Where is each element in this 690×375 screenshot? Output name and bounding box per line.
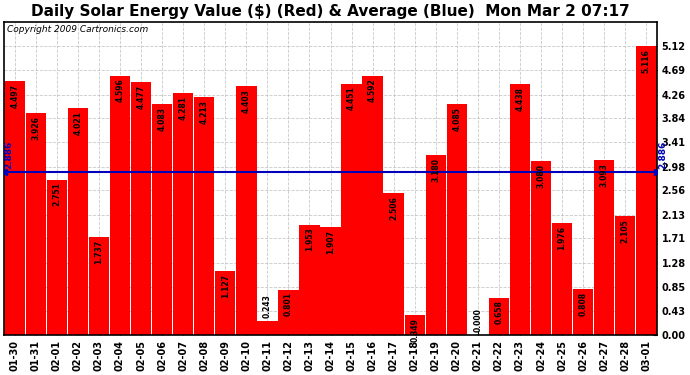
Bar [68, 108, 88, 335]
Bar [531, 161, 551, 335]
Text: 1.953: 1.953 [305, 228, 314, 251]
Bar [152, 105, 172, 335]
Bar [89, 237, 109, 335]
Bar [573, 289, 593, 335]
Bar [426, 155, 446, 335]
Text: 0.658: 0.658 [495, 300, 504, 324]
Bar [47, 180, 67, 335]
Text: 1.976: 1.976 [558, 226, 566, 250]
Text: 0.349: 0.349 [411, 318, 420, 342]
Text: 3.093: 3.093 [600, 163, 609, 187]
Bar [278, 290, 299, 335]
Bar [489, 298, 509, 335]
Text: 3.080: 3.080 [537, 164, 546, 188]
Text: 0.808: 0.808 [579, 292, 588, 316]
Text: 4.477: 4.477 [137, 85, 146, 109]
Text: 2.751: 2.751 [52, 183, 61, 206]
Bar [215, 271, 235, 335]
Title: Daily Solar Energy Value ($) (Red) & Average (Blue)  Mon Mar 2 07:17: Daily Solar Energy Value ($) (Red) & Ave… [31, 4, 630, 19]
Text: 4.083: 4.083 [157, 107, 166, 131]
Text: 5.116: 5.116 [642, 49, 651, 73]
Text: 2.886: 2.886 [658, 141, 667, 169]
Bar [615, 216, 635, 335]
Text: 4.497: 4.497 [10, 84, 19, 108]
Bar [131, 82, 151, 335]
Text: 1.127: 1.127 [221, 274, 230, 298]
Bar [446, 104, 467, 335]
Text: 4.021: 4.021 [73, 111, 82, 135]
Bar [110, 75, 130, 335]
Text: 1.737: 1.737 [95, 240, 103, 264]
Bar [342, 84, 362, 335]
Text: 4.438: 4.438 [515, 87, 524, 111]
Bar [636, 46, 656, 335]
Bar [299, 225, 319, 335]
Text: 4.085: 4.085 [453, 107, 462, 131]
Bar [384, 194, 404, 335]
Text: 2.886: 2.886 [5, 141, 14, 169]
Text: 1.907: 1.907 [326, 230, 335, 254]
Bar [26, 113, 46, 335]
Bar [320, 227, 341, 335]
Bar [4, 81, 25, 335]
Bar [552, 224, 572, 335]
Text: 4.281: 4.281 [179, 96, 188, 120]
Text: 0.243: 0.243 [263, 294, 272, 318]
Text: 0.801: 0.801 [284, 292, 293, 316]
Bar [194, 97, 215, 335]
Bar [362, 76, 383, 335]
Text: 3.180: 3.180 [431, 158, 440, 182]
Text: 4.596: 4.596 [115, 78, 124, 102]
Bar [510, 84, 530, 335]
Text: 4.213: 4.213 [199, 100, 208, 124]
Text: 4.451: 4.451 [347, 87, 356, 110]
Text: 3.926: 3.926 [31, 116, 40, 140]
Bar [257, 321, 277, 335]
Text: 2.105: 2.105 [621, 219, 630, 243]
Text: 4.403: 4.403 [241, 89, 250, 113]
Text: Copyright 2009 Cartronics.com: Copyright 2009 Cartronics.com [8, 25, 148, 34]
Bar [594, 160, 614, 335]
Text: 2.506: 2.506 [389, 196, 398, 220]
Bar [173, 93, 193, 335]
Bar [236, 86, 257, 335]
Text: 0.000: 0.000 [473, 308, 482, 332]
Bar [404, 315, 425, 335]
Text: 4.592: 4.592 [368, 79, 377, 102]
